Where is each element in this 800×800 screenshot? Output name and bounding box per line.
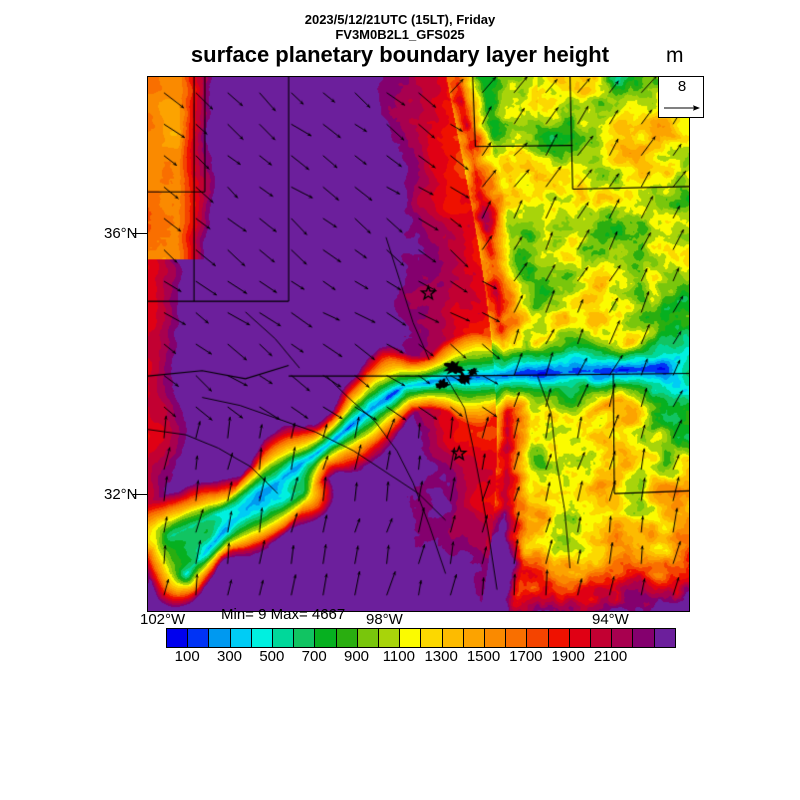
colorbar-tick-label: 1900: [551, 648, 585, 665]
lat-tick-36: [133, 233, 147, 234]
colorbar-tick-label: 1700: [509, 648, 543, 665]
axis-label-lat-36: 36°N: [104, 225, 138, 242]
colorbar-tick-labels: 100 300 500 700 900 1100 1300 1500 1700 1900 2100: [166, 648, 674, 668]
colorbar-tick-label: 1500: [466, 648, 501, 665]
min-max-statistics: Min= 9 Max= 4667: [221, 606, 346, 623]
colorbar-cell: [315, 629, 337, 647]
colorbar-cell: [379, 629, 401, 647]
colorbar-cell: [357, 629, 380, 647]
colorbar-cell: [421, 629, 443, 647]
colorbar-tick-label: 700: [301, 648, 327, 665]
axis-label-lon-102: 102°W: [140, 611, 186, 628]
colorbar-cell: [167, 629, 189, 647]
colorbar: [166, 628, 676, 648]
colorbar-cell: [506, 629, 528, 647]
colorbar-cell: [251, 629, 274, 647]
units-label: m: [666, 44, 684, 67]
colorbar-cell: [527, 629, 549, 647]
colorbar-tick-label: 2100: [593, 648, 628, 665]
wind-legend-value: 8: [677, 78, 687, 95]
colorbar-cell: [400, 629, 422, 647]
colorbar-cell: [654, 629, 675, 647]
colorbar-cell: [188, 629, 210, 647]
axis-label-lon-94: 94°W: [592, 611, 629, 628]
colorbar-tick-label: 500: [259, 648, 285, 665]
colorbar-tick-label: 100: [174, 648, 200, 665]
colorbar-tick-label: 900: [343, 648, 370, 665]
colorbar-cell: [294, 629, 316, 647]
colorbar-cell: [463, 629, 486, 647]
wind-vector-legend: 8: [658, 76, 704, 118]
colorbar-tick-label: 300: [216, 648, 243, 665]
colorbar-cell: [442, 629, 464, 647]
colorbar-tick-label: 1100: [382, 648, 415, 665]
colorbar-cell: [633, 629, 655, 647]
axis-label-lat-32: 32°N: [104, 486, 138, 503]
forecast-date-title: 2023/5/12/21UTC (15LT), Friday: [304, 12, 496, 27]
wind-vector-arrow-icon: [664, 105, 700, 111]
pbl-height-heatmap: [148, 77, 689, 611]
map-plot-area[interactable]: [147, 76, 690, 612]
lat-tick-32: [133, 494, 147, 495]
colorbar-cell: [591, 629, 613, 647]
colorbar-cell: [209, 629, 231, 647]
page-title: surface planetary boundary layer height: [190, 42, 610, 67]
colorbar-cell: [485, 629, 507, 647]
colorbar-cell: [612, 629, 634, 647]
colorbar-cell: [548, 629, 570, 647]
axis-label-lon-98: 98°W: [366, 611, 403, 628]
colorbar-cell: [230, 629, 252, 647]
colorbar-cell: [336, 629, 358, 647]
colorbar-cell: [273, 629, 295, 647]
model-name-title: FV3M0B2L1_GFS025: [335, 27, 465, 42]
colorbar-tick-label: 1300: [424, 648, 458, 665]
colorbar-cell: [569, 629, 592, 647]
